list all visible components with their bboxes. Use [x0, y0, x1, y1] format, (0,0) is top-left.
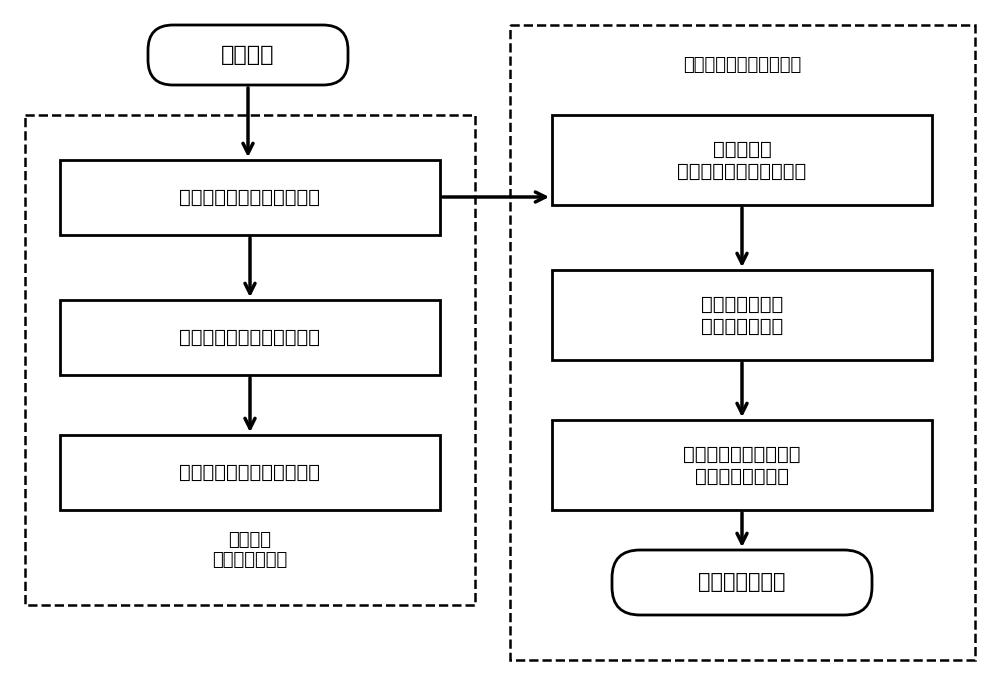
- Bar: [60, 435, 440, 510]
- Text: 开始测量: 开始测量: [221, 45, 275, 65]
- Text: 将靶丸准确定位在猫眼位置: 将靶丸准确定位在猫眼位置: [180, 187, 320, 206]
- Bar: [25, 115, 475, 605]
- Text: 移相干涉算法提取相位
解包裹、高通滤波: 移相干涉算法提取相位 解包裹、高通滤波: [683, 444, 801, 485]
- Bar: [552, 420, 932, 510]
- Text: 外表面缺陷结果: 外表面缺陷结果: [698, 572, 786, 592]
- Bar: [552, 115, 932, 205]
- FancyBboxPatch shape: [612, 550, 872, 615]
- Text: 驱动参考臂移相
采集移相干涉图: 驱动参考臂移相 采集移相干涉图: [701, 295, 783, 336]
- FancyBboxPatch shape: [148, 25, 348, 85]
- Text: 将靶丸准确定位在共焦位置: 将靶丸准确定位在共焦位置: [180, 462, 320, 481]
- Text: 差动共焦
外表面精准对焦: 差动共焦 外表面精准对焦: [212, 530, 288, 570]
- Bar: [552, 270, 932, 360]
- Text: 调整参考臂
直至出现外表面干涉条纹: 调整参考臂 直至出现外表面干涉条纹: [677, 140, 807, 181]
- Bar: [60, 160, 440, 235]
- Bar: [510, 25, 975, 660]
- Bar: [60, 300, 440, 375]
- Text: 将相机准确定位在成像位置: 将相机准确定位在成像位置: [180, 328, 320, 346]
- Text: 移相干涉形貌及缺陷测量: 移相干涉形貌及缺陷测量: [683, 56, 801, 74]
